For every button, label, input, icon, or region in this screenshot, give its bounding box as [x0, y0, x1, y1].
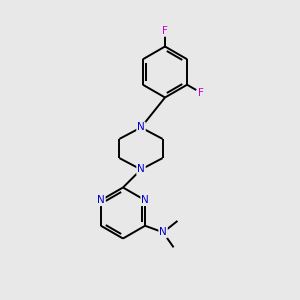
Text: N: N: [97, 195, 105, 205]
Text: F: F: [198, 88, 204, 98]
Text: N: N: [137, 122, 145, 133]
Text: N: N: [159, 227, 167, 237]
Text: F: F: [162, 26, 168, 36]
Text: N: N: [137, 164, 145, 175]
Text: N: N: [141, 195, 149, 205]
